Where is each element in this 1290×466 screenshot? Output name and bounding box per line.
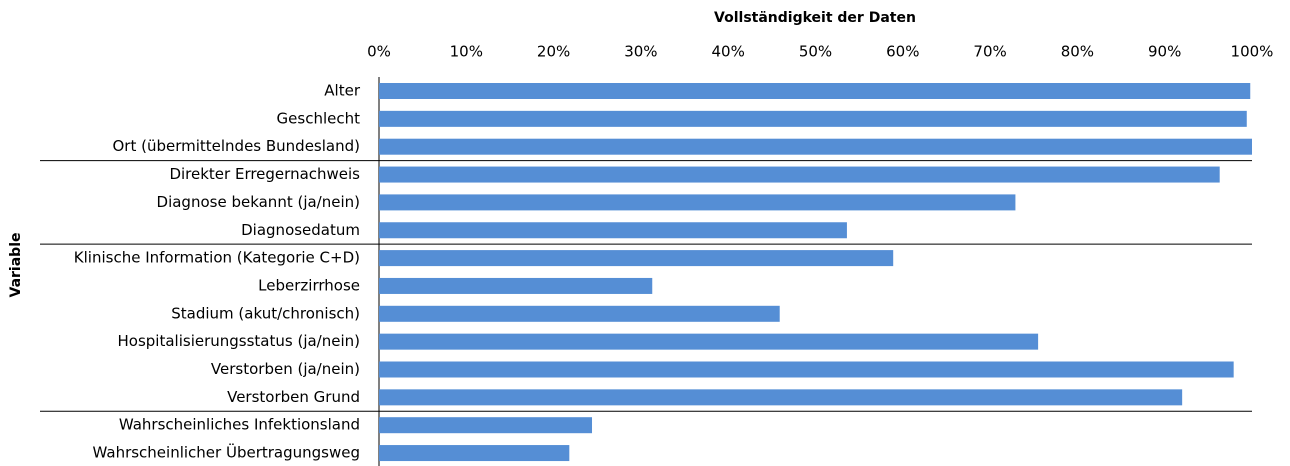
y-tick-label: Direkter Erregernachweis [169, 165, 360, 183]
y-tick-label: Diagnosedatum [241, 221, 360, 239]
x-tick-label: 60% [886, 43, 919, 61]
x-tick-label: 100% [1231, 43, 1274, 61]
bar [379, 305, 780, 322]
y-tick-label: Hospitalisierungsstatus (ja/nein) [118, 332, 360, 350]
bar [379, 445, 570, 462]
bar [379, 222, 847, 239]
y-axis-title: Variable [8, 233, 24, 298]
bar [379, 166, 1220, 183]
y-tick-label: Stadium (akut/chronisch) [171, 304, 360, 322]
bar [379, 194, 1016, 211]
x-axis-title: Vollständigkeit der Daten [714, 10, 916, 26]
x-tick-label: 40% [712, 43, 745, 61]
y-tick-label: Verstorben Grund [227, 388, 360, 406]
y-tick-label: Diagnose bekannt (ja/nein) [157, 193, 360, 211]
bar [379, 250, 894, 267]
x-tick-label: 80% [1061, 43, 1094, 61]
bar [379, 361, 1234, 378]
bar [379, 83, 1251, 99]
x-tick-label: 10% [450, 43, 483, 61]
x-tick-label: 0% [367, 43, 391, 61]
y-tick-label: Verstorben (ja/nein) [211, 360, 360, 378]
bar [379, 138, 1252, 155]
bar [379, 110, 1247, 127]
bar [379, 277, 653, 294]
y-tick-label: Leberzirrhose [258, 276, 360, 294]
x-tick-label: 50% [799, 43, 832, 61]
y-tick-label: Klinische Information (Kategorie C+D) [74, 249, 360, 267]
x-tick-label: 20% [537, 43, 570, 61]
y-tick-label: Geschlecht [277, 109, 361, 127]
bar [379, 417, 593, 434]
x-tick-label: 90% [1148, 43, 1181, 61]
y-tick-label: Wahrscheinlicher Übertragungsweg [93, 443, 361, 462]
y-tick-label: Wahrscheinliches Infektionsland [119, 416, 360, 434]
x-tick-label: 30% [624, 43, 657, 61]
y-tick-label: Ort (übermittelndes Bundesland) [112, 137, 360, 155]
y-tick-label: Alter [324, 82, 361, 100]
bar [379, 389, 1183, 406]
bar [379, 333, 1039, 350]
x-tick-label: 70% [973, 43, 1006, 61]
